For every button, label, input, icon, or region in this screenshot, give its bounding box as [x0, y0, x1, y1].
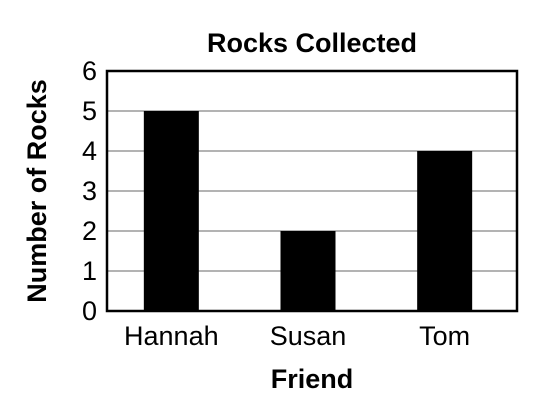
- y-tick-label: 0: [82, 296, 97, 326]
- y-tick-label: 1: [82, 256, 97, 286]
- bar-susan: [280, 231, 336, 311]
- plot-frame: [105, 69, 519, 313]
- y-tick-label: 2: [82, 216, 97, 246]
- x-tick-label: Tom: [419, 321, 470, 351]
- y-axis-label: Number of Rocks: [22, 79, 52, 303]
- y-tick-label: 5: [82, 96, 97, 126]
- bars: [143, 111, 473, 311]
- x-tick-label: Susan: [270, 321, 347, 351]
- y-tick-labels: 0 1 2 3 4 5 6: [82, 56, 97, 326]
- bar-tom: [417, 151, 473, 311]
- x-tick-label: Hannah: [124, 321, 219, 351]
- y-tick-label: 3: [82, 176, 97, 206]
- x-tick-labels: Hannah Susan Tom: [124, 321, 470, 351]
- chart-title: Rocks Collected: [207, 28, 417, 58]
- x-axis-label: Friend: [271, 364, 354, 394]
- y-tick-label: 6: [82, 56, 97, 86]
- y-tick-label: 4: [82, 136, 97, 166]
- bar-hannah: [143, 111, 199, 311]
